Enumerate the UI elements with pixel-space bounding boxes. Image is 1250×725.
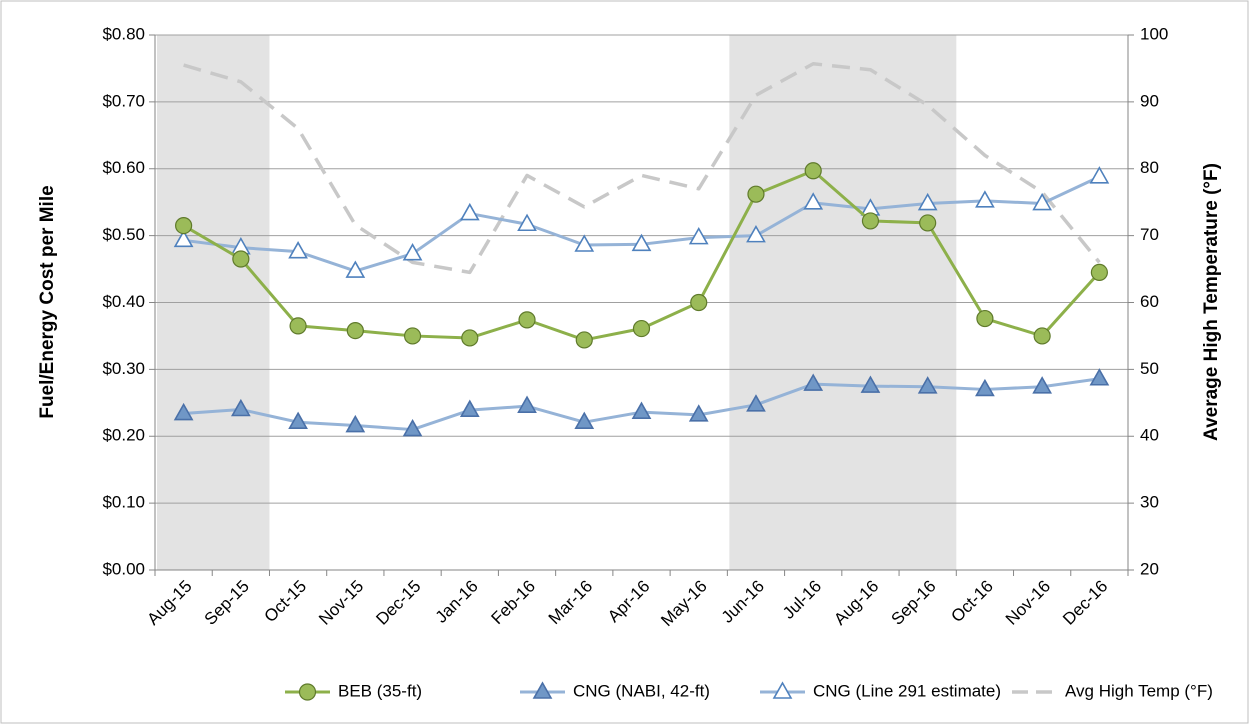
data-point <box>575 331 593 349</box>
legend-marker <box>772 681 793 699</box>
legend-label: CNG (Line 291 estimate) <box>813 681 1001 700</box>
y-tick-label: $0.50 <box>102 225 145 244</box>
data-point <box>975 378 995 397</box>
data-point <box>632 319 651 338</box>
data-point <box>346 321 364 340</box>
y2-tick-label: 60 <box>1140 292 1159 311</box>
y-tick-label: $0.70 <box>102 91 145 110</box>
y-tick-label: $0.00 <box>102 559 145 578</box>
y2-tick-label: 100 <box>1140 24 1168 43</box>
data-point <box>173 402 194 421</box>
data-point <box>230 398 251 417</box>
data-point <box>976 309 994 328</box>
legend-label: Avg High Temp (°F) <box>1065 681 1213 700</box>
data-point <box>688 227 709 245</box>
y2-tick-label: 70 <box>1140 225 1159 244</box>
data-point <box>1089 368 1110 386</box>
data-point <box>232 250 250 268</box>
data-point <box>917 192 938 211</box>
data-point <box>917 376 938 394</box>
legend-label: CNG (NABI, 42-ft) <box>573 681 710 700</box>
data-point <box>461 329 479 347</box>
y-tick-label: $0.80 <box>102 24 145 43</box>
data-point <box>861 212 880 230</box>
data-point <box>345 260 366 278</box>
data-point <box>402 243 423 261</box>
data-point <box>1090 263 1108 282</box>
data-point <box>574 234 595 252</box>
data-point <box>345 414 366 433</box>
legend-label: BEB (35-ft) <box>338 681 422 700</box>
y-tick-label: $0.30 <box>102 359 145 378</box>
data-point <box>747 185 765 203</box>
data-point <box>1089 166 1110 184</box>
y-axis-title: Fuel/Energy Cost per Mile <box>37 185 58 418</box>
series-line <box>183 62 1101 275</box>
y-tick-label: $0.10 <box>102 493 145 512</box>
y2-tick-label: 90 <box>1140 91 1159 110</box>
data-point <box>803 192 824 210</box>
data-point <box>975 190 995 208</box>
data-point <box>574 411 595 430</box>
data-point <box>288 411 308 430</box>
y2-tick-label: 30 <box>1140 493 1159 512</box>
data-point <box>403 327 422 345</box>
data-point <box>402 418 423 437</box>
data-point <box>919 214 937 232</box>
data-point <box>1032 376 1053 394</box>
data-point <box>804 162 822 180</box>
data-point <box>631 401 652 419</box>
data-point <box>746 225 766 243</box>
data-point <box>517 395 537 413</box>
legend-marker <box>532 681 553 699</box>
data-point <box>631 233 652 252</box>
data-point <box>803 373 824 391</box>
data-point <box>459 399 480 417</box>
data-point <box>860 375 881 393</box>
y2-tick-label: 50 <box>1140 359 1159 378</box>
data-point <box>288 241 308 259</box>
y2-tick-label: 80 <box>1140 158 1159 177</box>
data-point <box>1032 192 1053 211</box>
y-tick-label: $0.20 <box>102 426 145 445</box>
data-point <box>459 202 480 221</box>
data-point <box>518 311 536 329</box>
data-point <box>688 404 709 422</box>
data-point <box>175 216 193 235</box>
data-point <box>173 229 194 248</box>
data-point <box>746 394 766 412</box>
legend-marker <box>298 683 317 701</box>
y2-axis-title: Average High Temperature (°F) <box>1201 163 1222 441</box>
data-point <box>690 293 708 312</box>
data-point <box>517 213 537 232</box>
data-point <box>1033 327 1051 345</box>
y-tick-label: $0.40 <box>102 292 145 311</box>
data-point <box>289 317 307 335</box>
y2-tick-label: 40 <box>1140 426 1159 445</box>
y2-tick-label: 20 <box>1140 559 1159 578</box>
y-tick-label: $0.60 <box>102 158 145 177</box>
